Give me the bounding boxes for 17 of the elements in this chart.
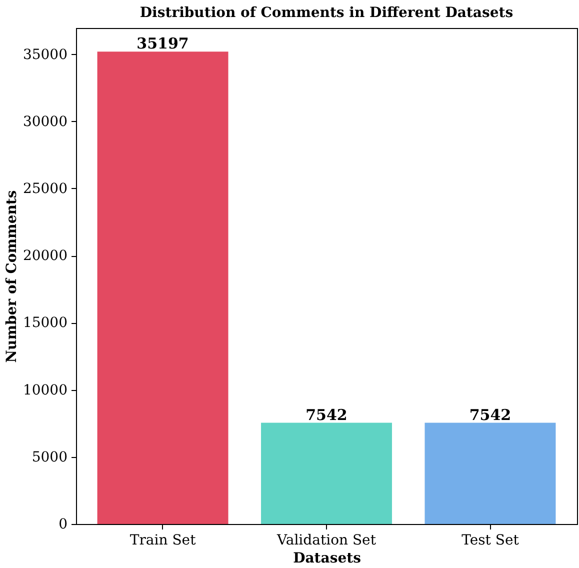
y-tick-label: 0: [58, 516, 68, 532]
y-tick-label: 25000: [22, 180, 68, 197]
y-tick-label: 20000: [22, 248, 68, 264]
y-tick-label: 15000: [22, 315, 68, 332]
data-label: 7542: [306, 406, 348, 424]
x-tick-label: Train Set: [130, 532, 196, 548]
y-axis-title: Number of Comments: [4, 190, 20, 363]
x-tick-label: Test Set: [462, 532, 520, 548]
chart-title: Distribution of Comments in Different Datasets: [140, 5, 514, 21]
data-label: 7542: [469, 406, 512, 424]
y-tick-label: 30000: [22, 114, 68, 130]
y-tick-label: 5000: [32, 449, 68, 466]
data-label: 35197: [136, 34, 189, 53]
y-tick-label: 10000: [22, 382, 68, 398]
y-tick-label: 35000: [22, 46, 68, 63]
x-tick-label: Validation Set: [276, 532, 376, 548]
x-axis-title: Datasets: [293, 550, 362, 566]
